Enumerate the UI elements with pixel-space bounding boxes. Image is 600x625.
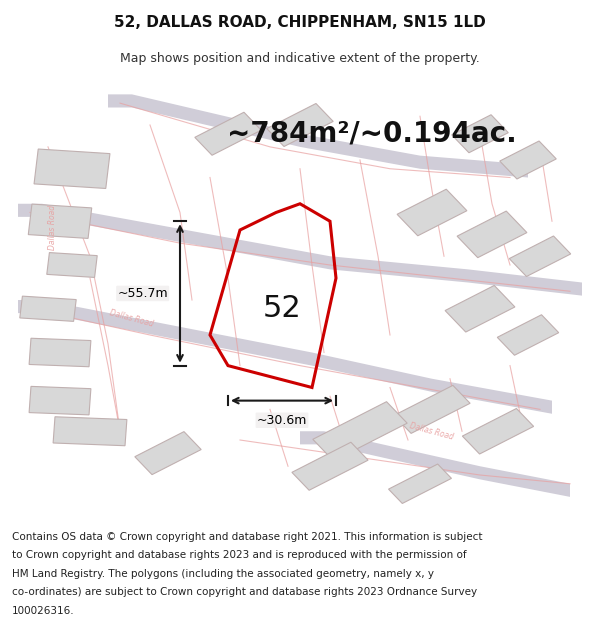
Text: ~784m²/~0.194ac.: ~784m²/~0.194ac. <box>227 120 517 148</box>
Polygon shape <box>500 141 556 179</box>
Polygon shape <box>195 112 261 155</box>
Polygon shape <box>267 104 333 146</box>
Text: Map shows position and indicative extent of the property.: Map shows position and indicative extent… <box>120 52 480 65</box>
Text: Dallas Road: Dallas Road <box>408 422 454 442</box>
Polygon shape <box>108 94 528 178</box>
Polygon shape <box>18 204 582 296</box>
Text: 52: 52 <box>263 294 301 323</box>
Text: HM Land Registry. The polygons (including the associated geometry, namely x, y: HM Land Registry. The polygons (includin… <box>12 569 434 579</box>
Text: ~55.7m: ~55.7m <box>118 287 168 300</box>
Polygon shape <box>497 315 559 355</box>
Polygon shape <box>47 253 97 278</box>
Text: 52, DALLAS ROAD, CHIPPENHAM, SN15 1LD: 52, DALLAS ROAD, CHIPPENHAM, SN15 1LD <box>114 15 486 30</box>
Text: co-ordinates) are subject to Crown copyright and database rights 2023 Ordnance S: co-ordinates) are subject to Crown copyr… <box>12 588 477 598</box>
Text: Contains OS data © Crown copyright and database right 2021. This information is : Contains OS data © Crown copyright and d… <box>12 531 482 541</box>
Text: Dallas Road: Dallas Road <box>48 204 57 249</box>
Polygon shape <box>452 115 508 152</box>
Polygon shape <box>28 204 92 238</box>
Polygon shape <box>300 431 570 497</box>
Polygon shape <box>509 236 571 276</box>
Polygon shape <box>29 386 91 415</box>
Polygon shape <box>394 386 470 433</box>
Polygon shape <box>457 211 527 258</box>
Polygon shape <box>463 409 533 454</box>
Polygon shape <box>292 442 368 490</box>
Text: 100026316.: 100026316. <box>12 606 74 616</box>
Polygon shape <box>34 149 110 189</box>
Text: Dallas Road: Dallas Road <box>108 308 154 328</box>
Polygon shape <box>18 300 552 414</box>
Polygon shape <box>445 286 515 332</box>
Polygon shape <box>313 402 407 461</box>
Polygon shape <box>389 464 451 504</box>
Text: ~30.6m: ~30.6m <box>257 414 307 427</box>
Polygon shape <box>53 417 127 446</box>
Polygon shape <box>20 296 76 321</box>
Text: to Crown copyright and database rights 2023 and is reproduced with the permissio: to Crown copyright and database rights 2… <box>12 550 467 560</box>
Polygon shape <box>29 338 91 367</box>
Polygon shape <box>135 432 201 474</box>
Polygon shape <box>397 189 467 236</box>
